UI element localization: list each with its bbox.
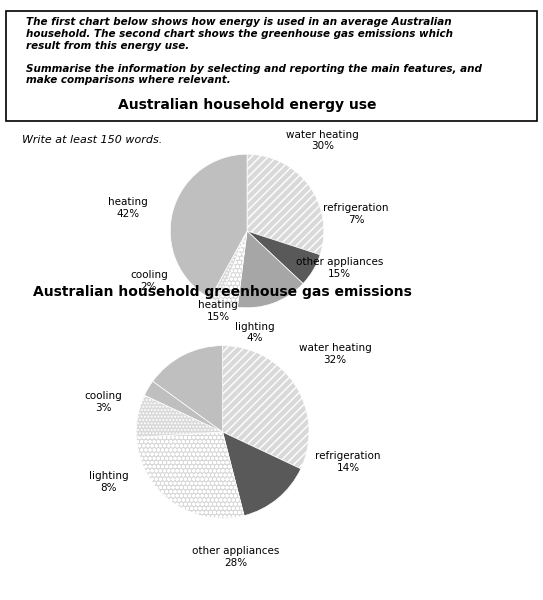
Text: refrigeration
7%: refrigeration 7% <box>324 203 389 225</box>
Text: water heating
30%: water heating 30% <box>286 130 359 151</box>
Wedge shape <box>247 231 320 284</box>
Text: Write at least 150 words.: Write at least 150 words. <box>22 135 162 145</box>
Text: cooling
3%: cooling 3% <box>85 391 122 413</box>
Wedge shape <box>171 154 247 298</box>
Text: The first chart below shows how energy is used in an average Australian
househol: The first chart below shows how energy i… <box>27 17 482 85</box>
Wedge shape <box>237 231 303 308</box>
Wedge shape <box>210 231 247 302</box>
Text: lighting
8%: lighting 8% <box>89 472 128 493</box>
Text: heating
15%: heating 15% <box>198 300 238 322</box>
Title: Australian household energy use: Australian household energy use <box>118 98 376 112</box>
Text: heating
42%: heating 42% <box>108 197 148 219</box>
Wedge shape <box>144 381 223 432</box>
Wedge shape <box>153 346 223 432</box>
Text: cooling
2%: cooling 2% <box>130 270 168 292</box>
Text: refrigeration
14%: refrigeration 14% <box>315 451 381 473</box>
Wedge shape <box>223 346 309 469</box>
Text: lighting
4%: lighting 4% <box>235 322 275 343</box>
Text: other appliances
15%: other appliances 15% <box>295 257 383 278</box>
Wedge shape <box>219 231 247 307</box>
Text: other appliances
28%: other appliances 28% <box>192 547 279 568</box>
Wedge shape <box>223 432 301 515</box>
Wedge shape <box>136 395 223 437</box>
Text: water heating
32%: water heating 32% <box>299 343 371 365</box>
Wedge shape <box>136 432 244 518</box>
FancyBboxPatch shape <box>5 11 538 121</box>
Wedge shape <box>247 154 324 255</box>
Title: Australian household greenhouse gas emissions: Australian household greenhouse gas emis… <box>33 284 412 299</box>
